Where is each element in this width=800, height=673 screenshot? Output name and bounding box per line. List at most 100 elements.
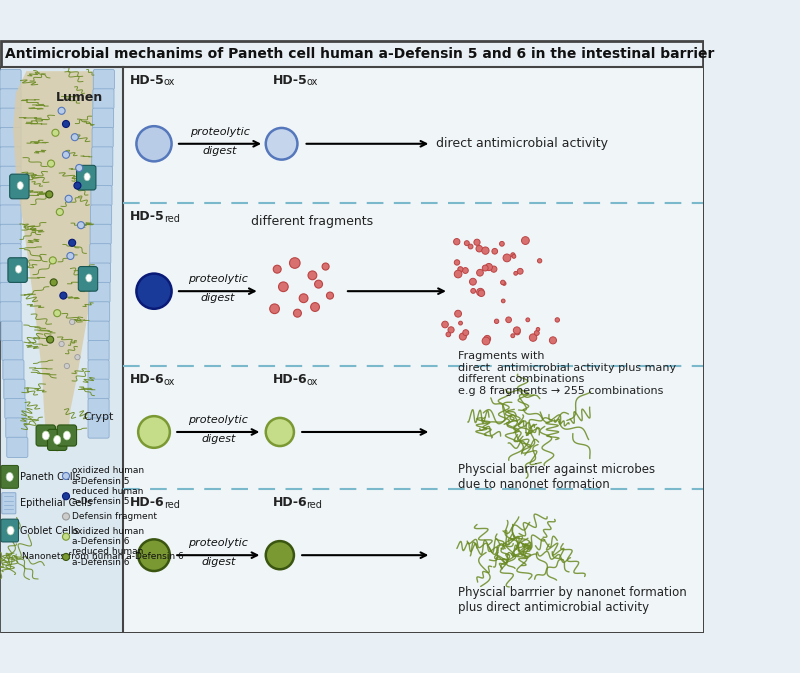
- Ellipse shape: [71, 134, 78, 141]
- Ellipse shape: [274, 265, 281, 273]
- Ellipse shape: [526, 318, 530, 322]
- Ellipse shape: [65, 195, 72, 203]
- Text: Epithelial Cells: Epithelial Cells: [20, 498, 92, 508]
- FancyBboxPatch shape: [92, 147, 113, 167]
- Polygon shape: [14, 71, 113, 452]
- Text: reduced human
a-Defensin 5: reduced human a-Defensin 5: [72, 487, 143, 506]
- FancyBboxPatch shape: [6, 418, 27, 438]
- Ellipse shape: [478, 290, 485, 297]
- Ellipse shape: [458, 267, 463, 272]
- Ellipse shape: [42, 431, 50, 440]
- Text: Goblet Cells: Goblet Cells: [20, 526, 79, 536]
- FancyBboxPatch shape: [90, 263, 110, 283]
- Ellipse shape: [454, 260, 460, 265]
- FancyBboxPatch shape: [78, 267, 98, 291]
- Text: different fragments: different fragments: [251, 215, 374, 229]
- Ellipse shape: [67, 252, 74, 260]
- FancyBboxPatch shape: [88, 341, 109, 361]
- Ellipse shape: [448, 327, 454, 333]
- FancyBboxPatch shape: [4, 379, 25, 399]
- Ellipse shape: [459, 333, 466, 340]
- Text: Physcial barrier against microbes
due to nanonet formation: Physcial barrier against microbes due to…: [458, 463, 654, 491]
- Text: HD-6: HD-6: [273, 496, 307, 509]
- FancyBboxPatch shape: [77, 166, 96, 190]
- Ellipse shape: [52, 129, 59, 137]
- Ellipse shape: [454, 270, 462, 278]
- Ellipse shape: [299, 294, 308, 303]
- Ellipse shape: [522, 237, 530, 244]
- Ellipse shape: [54, 435, 61, 444]
- FancyBboxPatch shape: [1, 519, 18, 542]
- Text: Crypt: Crypt: [84, 412, 114, 422]
- Text: reduced human
a-Defensin 6: reduced human a-Defensin 6: [72, 547, 143, 567]
- Ellipse shape: [501, 280, 505, 285]
- Text: ox: ox: [164, 376, 175, 386]
- Ellipse shape: [470, 289, 476, 293]
- FancyBboxPatch shape: [58, 425, 77, 446]
- Text: HD-6: HD-6: [130, 496, 165, 509]
- Ellipse shape: [458, 321, 462, 325]
- FancyBboxPatch shape: [0, 186, 21, 206]
- Ellipse shape: [502, 299, 505, 303]
- Ellipse shape: [322, 263, 329, 270]
- Ellipse shape: [78, 221, 85, 229]
- Ellipse shape: [486, 263, 493, 271]
- Ellipse shape: [54, 310, 61, 317]
- FancyBboxPatch shape: [92, 127, 114, 148]
- Ellipse shape: [482, 247, 489, 254]
- Ellipse shape: [60, 292, 67, 299]
- Ellipse shape: [278, 282, 288, 291]
- Ellipse shape: [62, 472, 70, 479]
- Ellipse shape: [50, 257, 56, 264]
- FancyBboxPatch shape: [88, 360, 109, 380]
- Text: digest: digest: [201, 293, 235, 303]
- FancyBboxPatch shape: [47, 429, 67, 450]
- Ellipse shape: [62, 493, 70, 500]
- Ellipse shape: [62, 533, 70, 540]
- Ellipse shape: [62, 513, 70, 520]
- FancyBboxPatch shape: [90, 205, 112, 225]
- Ellipse shape: [446, 332, 450, 336]
- FancyBboxPatch shape: [3, 360, 24, 380]
- Text: proteolytic: proteolytic: [188, 415, 248, 425]
- Bar: [1, 67, 123, 632]
- Text: digest: digest: [203, 145, 237, 155]
- Ellipse shape: [326, 292, 334, 299]
- FancyBboxPatch shape: [1, 466, 18, 489]
- Ellipse shape: [454, 310, 462, 317]
- FancyBboxPatch shape: [6, 437, 28, 458]
- Text: digest: digest: [201, 433, 235, 444]
- Ellipse shape: [477, 269, 483, 276]
- FancyBboxPatch shape: [8, 258, 27, 283]
- Ellipse shape: [59, 341, 64, 347]
- FancyBboxPatch shape: [90, 224, 111, 244]
- FancyBboxPatch shape: [88, 321, 110, 341]
- FancyBboxPatch shape: [90, 244, 111, 264]
- FancyBboxPatch shape: [2, 493, 16, 513]
- Ellipse shape: [74, 182, 81, 189]
- FancyBboxPatch shape: [0, 147, 21, 167]
- Ellipse shape: [137, 274, 172, 309]
- Ellipse shape: [46, 336, 54, 343]
- Ellipse shape: [464, 241, 470, 246]
- Text: HD-6: HD-6: [273, 373, 307, 386]
- Ellipse shape: [490, 266, 497, 273]
- Ellipse shape: [266, 541, 294, 569]
- FancyBboxPatch shape: [88, 398, 109, 419]
- Ellipse shape: [50, 279, 58, 286]
- FancyBboxPatch shape: [0, 283, 21, 303]
- Ellipse shape: [63, 431, 70, 440]
- Ellipse shape: [47, 160, 54, 167]
- FancyBboxPatch shape: [0, 244, 21, 264]
- Text: ox: ox: [164, 77, 175, 87]
- Ellipse shape: [58, 107, 65, 114]
- Ellipse shape: [514, 271, 518, 275]
- Ellipse shape: [62, 151, 70, 158]
- FancyBboxPatch shape: [93, 108, 114, 129]
- Bar: [123, 67, 703, 632]
- Ellipse shape: [518, 269, 523, 274]
- FancyBboxPatch shape: [91, 166, 113, 186]
- Ellipse shape: [476, 246, 482, 252]
- Text: Fragments with
direct  antimicrobial activity plus many
different combinations
e: Fragments with direct antimicrobial acti…: [458, 351, 676, 396]
- FancyBboxPatch shape: [0, 263, 21, 283]
